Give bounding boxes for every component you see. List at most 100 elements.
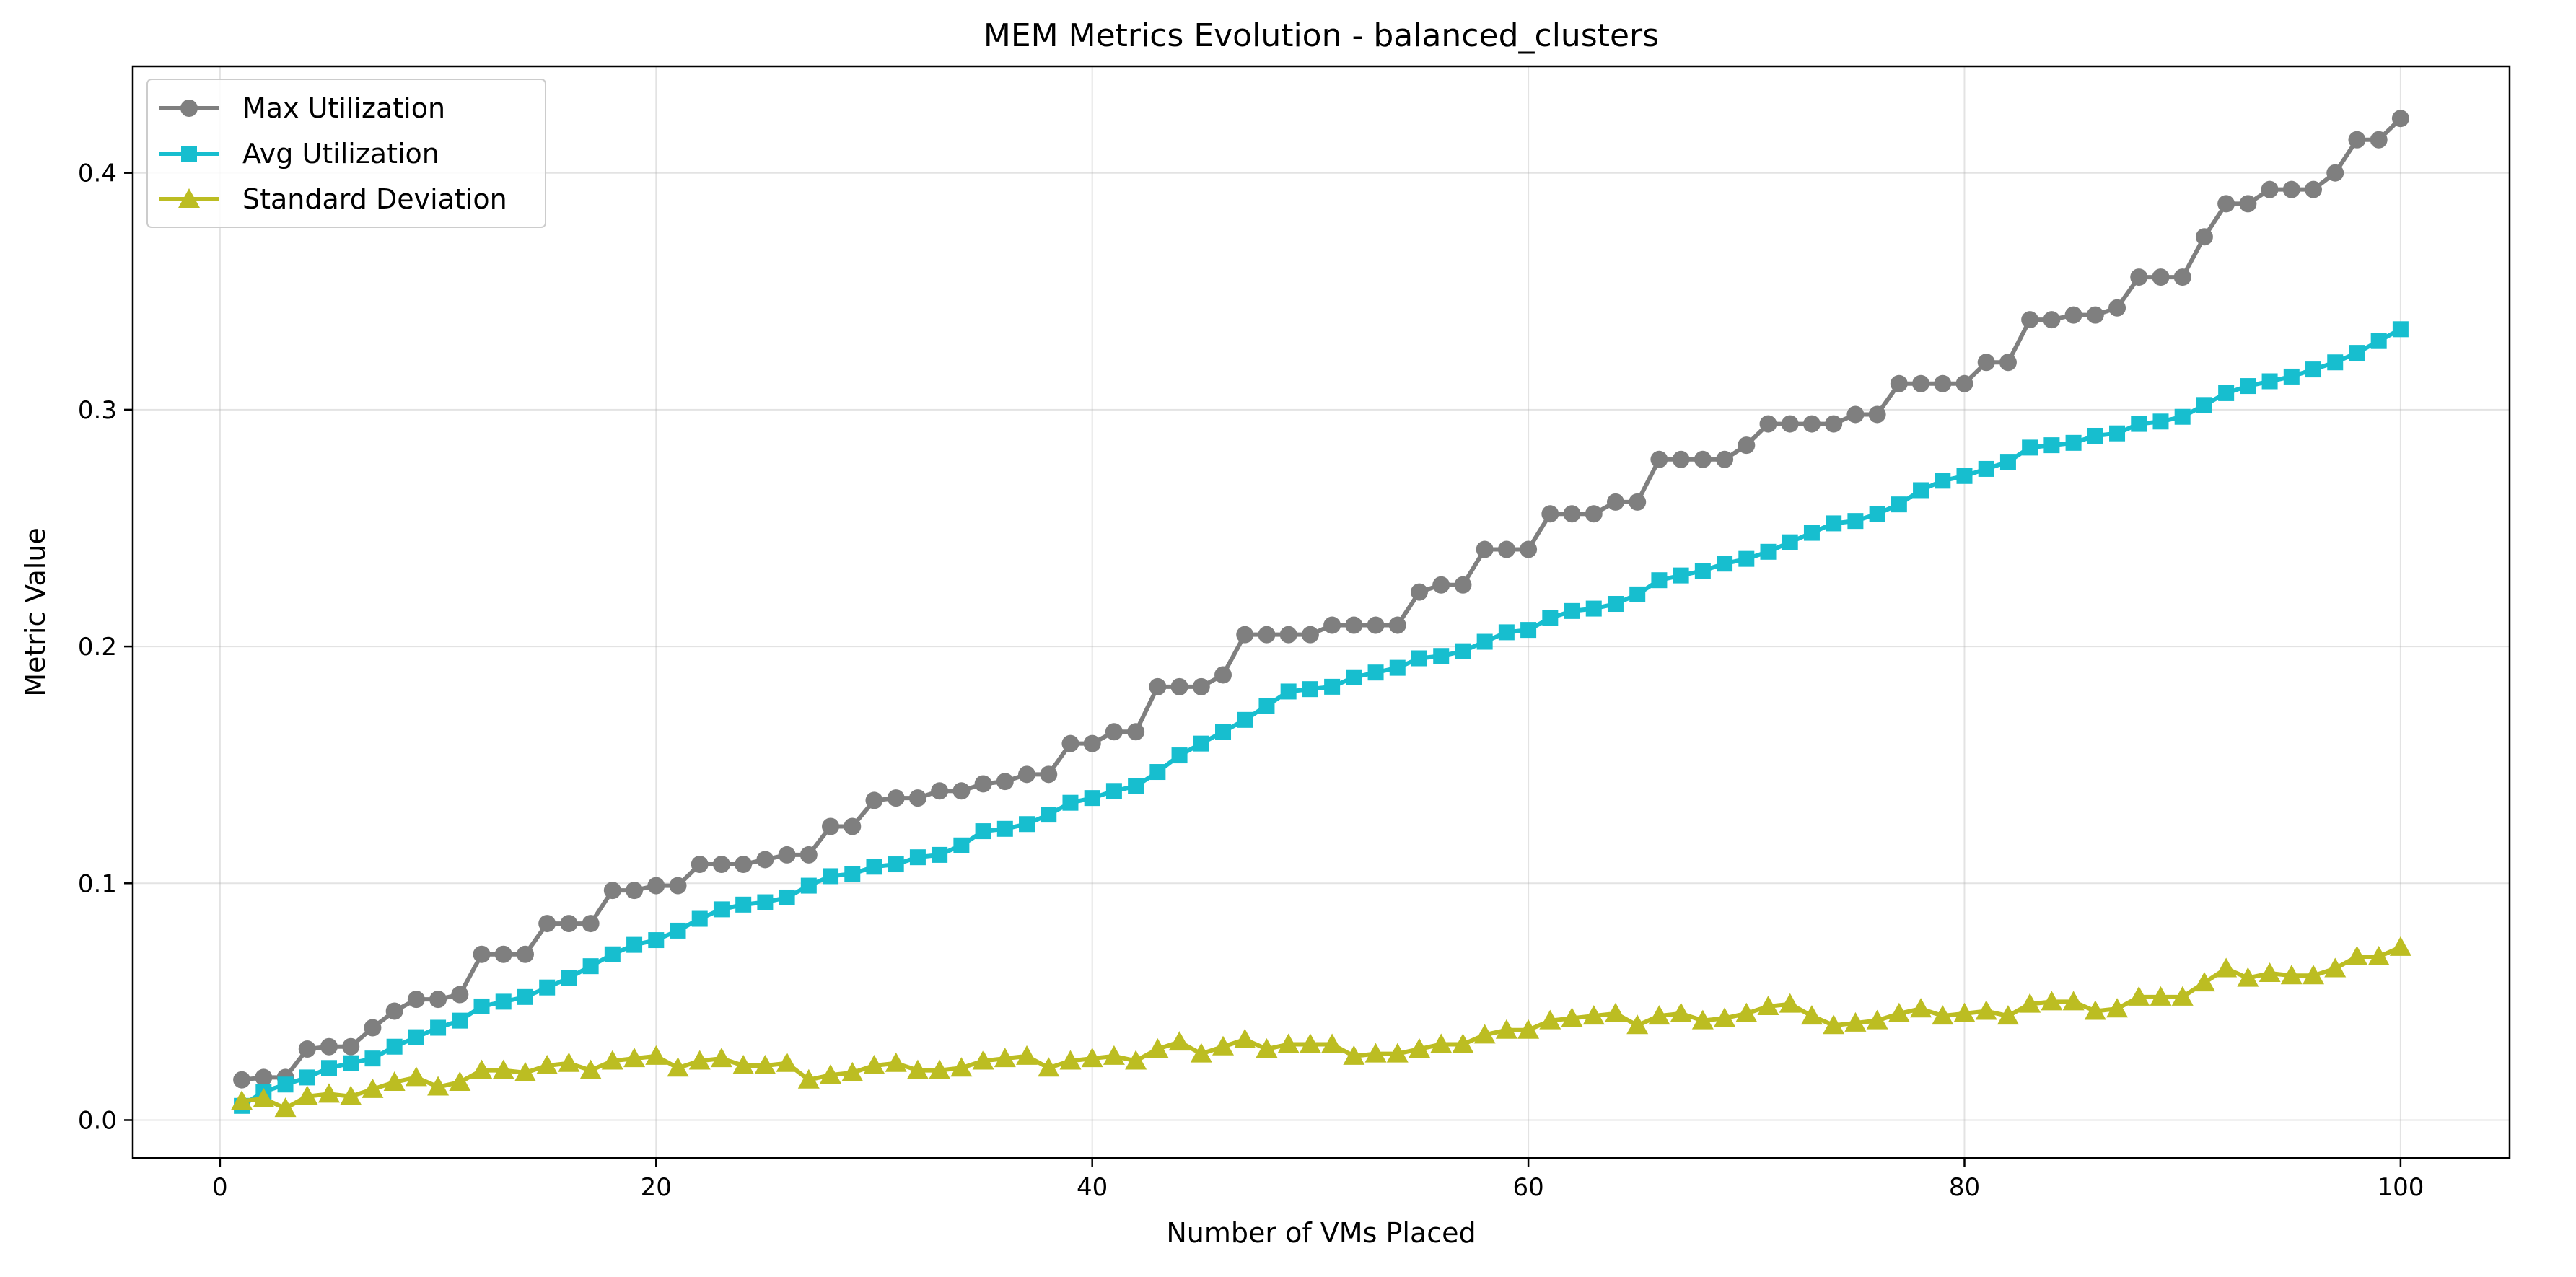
data-point	[253, 1087, 275, 1107]
data-point	[1932, 1005, 1954, 1025]
data-point	[1694, 563, 1711, 579]
data-point	[362, 1078, 384, 1098]
x-axis-label: Number of VMs Placed	[1166, 1217, 1476, 1249]
data-point	[1934, 374, 1952, 392]
data-point	[1081, 1048, 1103, 1068]
legend-marker	[180, 100, 198, 117]
x-tick-label: 20	[641, 1173, 672, 1202]
data-point	[2021, 311, 2039, 329]
data-point	[364, 1019, 382, 1037]
data-point	[645, 1045, 667, 1065]
data-point	[1691, 1009, 1714, 1030]
data-point	[778, 846, 796, 864]
data-point	[844, 817, 862, 835]
data-point	[2240, 378, 2256, 395]
data-point	[1629, 493, 1647, 511]
data-point	[1823, 1014, 1845, 1035]
data-point	[1760, 543, 1777, 560]
data-point	[823, 868, 839, 885]
data-point	[1105, 783, 1122, 799]
series-standard-deviation	[231, 936, 2411, 1118]
data-point	[1694, 450, 1712, 468]
data-point	[2305, 361, 2322, 378]
data-point	[866, 859, 882, 875]
data-point	[1147, 1038, 1169, 1058]
data-point	[1757, 995, 1779, 1015]
data-point	[1651, 572, 1668, 589]
data-point	[885, 1052, 907, 1072]
data-point	[1367, 616, 1385, 634]
data-point	[1716, 450, 1734, 468]
data-point	[863, 1055, 885, 1075]
data-point	[2389, 936, 2411, 956]
data-point	[713, 901, 730, 918]
data-point	[536, 1055, 558, 1075]
data-point	[2215, 957, 2238, 978]
data-point	[2109, 425, 2126, 442]
data-point	[647, 877, 665, 895]
legend-box	[146, 79, 546, 228]
data-point	[383, 1071, 406, 1091]
data-point	[274, 1097, 297, 1118]
data-point	[1149, 677, 1167, 695]
data-point	[1561, 1007, 1583, 1027]
data-point	[449, 1071, 471, 1091]
data-point	[2062, 991, 2085, 1011]
data-point	[1215, 724, 1232, 740]
data-point	[582, 915, 600, 933]
data-point	[800, 877, 817, 894]
series-max-utilization	[233, 110, 2409, 1089]
data-point	[1168, 1031, 1191, 1051]
x-tick-label: 60	[1512, 1173, 1543, 1202]
y-tick-label: 0.3	[78, 396, 117, 425]
data-point	[1234, 1028, 1256, 1048]
data-point	[2218, 385, 2235, 401]
data-point	[470, 1059, 493, 1079]
data-point	[626, 882, 644, 900]
data-point	[1040, 765, 1058, 784]
data-point	[756, 851, 774, 869]
data-point	[2041, 991, 2063, 1011]
data-point	[2152, 268, 2170, 286]
data-point	[648, 932, 665, 949]
data-point	[2022, 439, 2038, 456]
data-point	[1476, 633, 1493, 650]
data-point	[953, 837, 970, 853]
data-point	[407, 991, 425, 1009]
data-point	[277, 1076, 294, 1093]
data-point	[2392, 321, 2409, 338]
data-point	[1454, 576, 1472, 594]
data-point	[909, 849, 926, 866]
data-point	[320, 1037, 338, 1056]
data-point	[2171, 986, 2194, 1006]
data-point	[2193, 972, 2215, 992]
data-point	[1935, 473, 1951, 489]
data-point	[623, 1048, 646, 1068]
data-point	[822, 817, 840, 835]
data-point	[2131, 416, 2147, 432]
x-tick-label: 80	[1949, 1173, 1980, 1202]
data-point	[495, 993, 512, 1010]
data-point	[1149, 764, 1166, 781]
data-point	[429, 991, 447, 1009]
data-point	[2106, 998, 2129, 1018]
data-point	[1345, 616, 1363, 634]
data-point	[1956, 468, 1973, 484]
data-point	[1672, 450, 1690, 468]
data-point	[757, 894, 774, 910]
data-point	[1717, 556, 1733, 572]
data-point	[601, 1050, 623, 1070]
data-point	[1997, 1005, 2019, 1025]
data-point	[1495, 1019, 1517, 1039]
data-point	[2346, 946, 2368, 966]
data-point	[2239, 195, 2257, 213]
y-tick-label: 0.1	[78, 869, 117, 898]
data-point	[1019, 816, 1035, 833]
data-point	[1582, 1005, 1605, 1025]
data-point	[1170, 677, 1188, 695]
data-point	[1910, 998, 1932, 1018]
data-point	[2108, 299, 2126, 317]
data-point	[1299, 1033, 1321, 1053]
data-point	[797, 1068, 820, 1089]
data-point	[1343, 1045, 1365, 1065]
